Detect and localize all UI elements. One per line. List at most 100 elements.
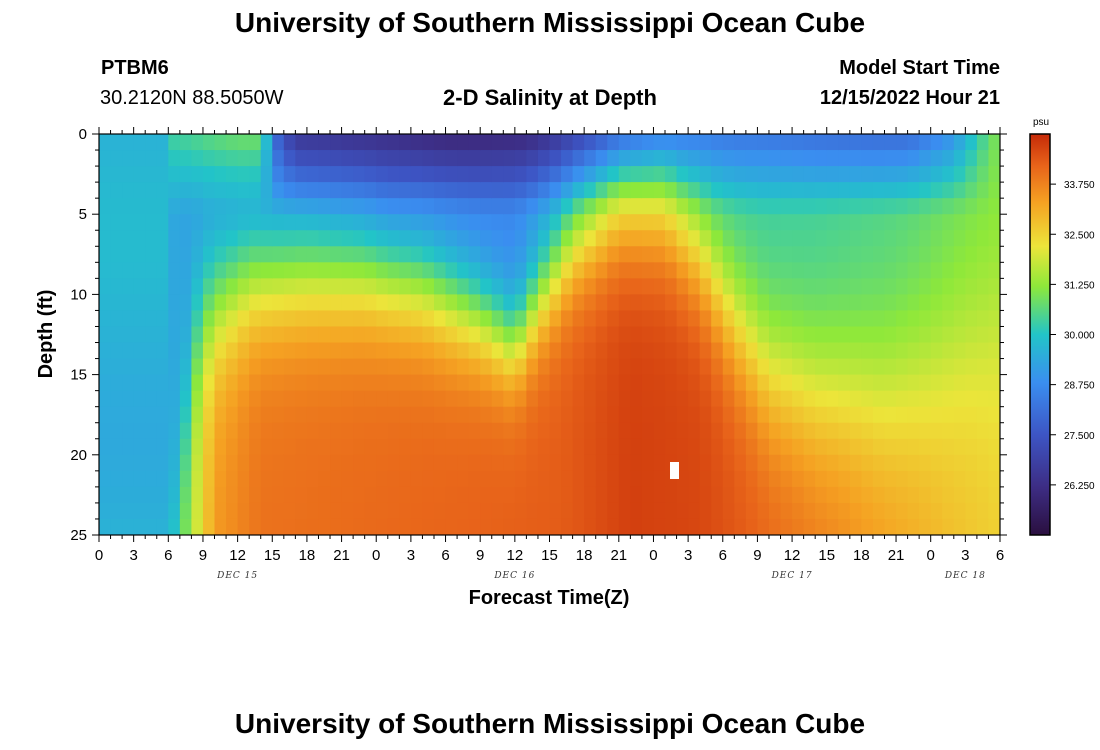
heatmap-cell: [399, 406, 412, 424]
heatmap-cell: [988, 454, 1000, 472]
heatmap-cell: [318, 278, 331, 295]
heatmap-cell: [353, 470, 366, 488]
heatmap-cell: [676, 502, 689, 520]
heatmap-cell: [757, 454, 770, 472]
heatmap-cell: [514, 470, 527, 488]
heatmap-cell: [584, 358, 597, 376]
heatmap-cell: [353, 374, 366, 392]
heatmap-cell: [295, 214, 308, 231]
heatmap-cell: [815, 294, 828, 312]
heatmap-cell: [907, 278, 920, 295]
heatmap-cell: [214, 214, 227, 231]
heatmap-cell: [353, 278, 366, 295]
heatmap-cell: [364, 518, 377, 535]
heatmap-cell: [711, 390, 724, 408]
heatmap-cell: [133, 374, 146, 392]
heatmap-cell: [480, 294, 493, 312]
heatmap-cell: [838, 214, 851, 231]
heatmap-cell: [618, 230, 631, 247]
heatmap-cell: [780, 166, 793, 183]
heatmap-cell: [480, 486, 493, 504]
heatmap-cell: [283, 230, 296, 247]
heatmap-cell: [214, 326, 227, 344]
heatmap-cell: [988, 182, 1000, 199]
heatmap-cell: [318, 470, 331, 488]
heatmap-cell: [861, 406, 874, 424]
heatmap-cell: [595, 262, 608, 279]
heatmap-cell: [457, 470, 470, 488]
heatmap-cell: [688, 214, 701, 231]
heatmap-cell: [976, 422, 990, 440]
heatmap-cell: [433, 358, 447, 376]
heatmap-cell: [630, 294, 643, 312]
heatmap-cell: [976, 454, 990, 472]
heatmap-cell: [572, 326, 585, 344]
heatmap-cell: [838, 310, 851, 328]
heatmap-cell: [537, 150, 551, 167]
heatmap-cell: [191, 390, 204, 408]
heatmap-cell: [433, 198, 447, 215]
heatmap-cell: [745, 214, 759, 231]
heatmap-cell: [503, 134, 516, 151]
heatmap-cell: [861, 134, 874, 151]
heatmap-cell: [919, 390, 932, 408]
heatmap-cell: [376, 342, 389, 360]
colorbar-tick-label: 31.250: [1064, 280, 1095, 291]
heatmap-cell: [122, 166, 135, 183]
y-axis-label: Depth (ft): [35, 290, 57, 379]
heatmap-cell: [584, 198, 597, 215]
heatmap-cell: [665, 230, 678, 247]
heatmap-cell: [330, 390, 343, 408]
heatmap-cell: [237, 166, 250, 183]
heatmap-cell: [838, 182, 851, 199]
heatmap-cell: [283, 198, 296, 215]
heatmap-cell: [283, 374, 296, 392]
heatmap-cell: [330, 198, 343, 215]
heatmap-cell: [214, 470, 227, 488]
heatmap-cell: [410, 406, 424, 424]
heatmap-cell: [503, 310, 516, 328]
heatmap-cell: [826, 358, 839, 376]
heatmap-cell: [676, 454, 689, 472]
heatmap-cell: [907, 134, 920, 151]
heatmap-cell: [665, 342, 678, 360]
heatmap-cell: [387, 214, 400, 231]
heatmap-cell: [757, 246, 770, 263]
model-start-label: Model Start Time: [839, 57, 1000, 79]
heatmap-cell: [156, 454, 169, 472]
heatmap-cell: [145, 486, 158, 504]
heatmap-cell: [376, 486, 389, 504]
heatmap-cell: [480, 134, 493, 151]
heatmap-cell: [364, 470, 377, 488]
heatmap-cell: [953, 198, 966, 215]
heatmap-cell: [341, 150, 354, 167]
heatmap-cell: [907, 358, 920, 376]
heatmap-cell: [122, 486, 135, 504]
heatmap-cell: [122, 230, 135, 247]
heatmap-cell: [480, 262, 493, 279]
heatmap-cell: [133, 454, 146, 472]
heatmap-cell: [168, 374, 181, 392]
heatmap-cell: [872, 406, 886, 424]
heatmap-cell: [468, 230, 481, 247]
heatmap-cell: [953, 150, 966, 167]
heatmap-cell: [595, 294, 608, 312]
heatmap-cell: [919, 470, 932, 488]
heatmap-cell: [988, 502, 1000, 520]
heatmap-cell: [919, 486, 932, 504]
heatmap-cell: [665, 310, 678, 328]
heatmap-cell: [919, 246, 932, 263]
heatmap-cell: [110, 230, 123, 247]
heatmap-cell: [272, 246, 285, 263]
heatmap-cell: [711, 358, 724, 376]
heatmap-cell: [826, 486, 839, 504]
heatmap-cell: [780, 374, 793, 392]
heatmap-cell: [965, 262, 978, 279]
heatmap-cell: [676, 342, 689, 360]
heatmap-cell: [942, 454, 955, 472]
heatmap-cell: [191, 262, 204, 279]
heatmap-cell: [295, 246, 308, 263]
heatmap-cell: [330, 422, 343, 440]
heatmap-cell: [688, 374, 701, 392]
heatmap-cell: [433, 182, 447, 199]
